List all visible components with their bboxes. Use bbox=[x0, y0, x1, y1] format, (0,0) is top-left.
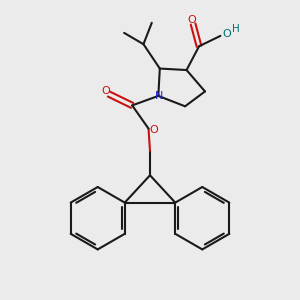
Text: O: O bbox=[102, 86, 110, 96]
Text: H: H bbox=[232, 24, 239, 34]
Text: O: O bbox=[187, 15, 196, 25]
Text: O: O bbox=[222, 29, 231, 39]
Text: N: N bbox=[155, 91, 163, 101]
Text: O: O bbox=[149, 125, 158, 135]
